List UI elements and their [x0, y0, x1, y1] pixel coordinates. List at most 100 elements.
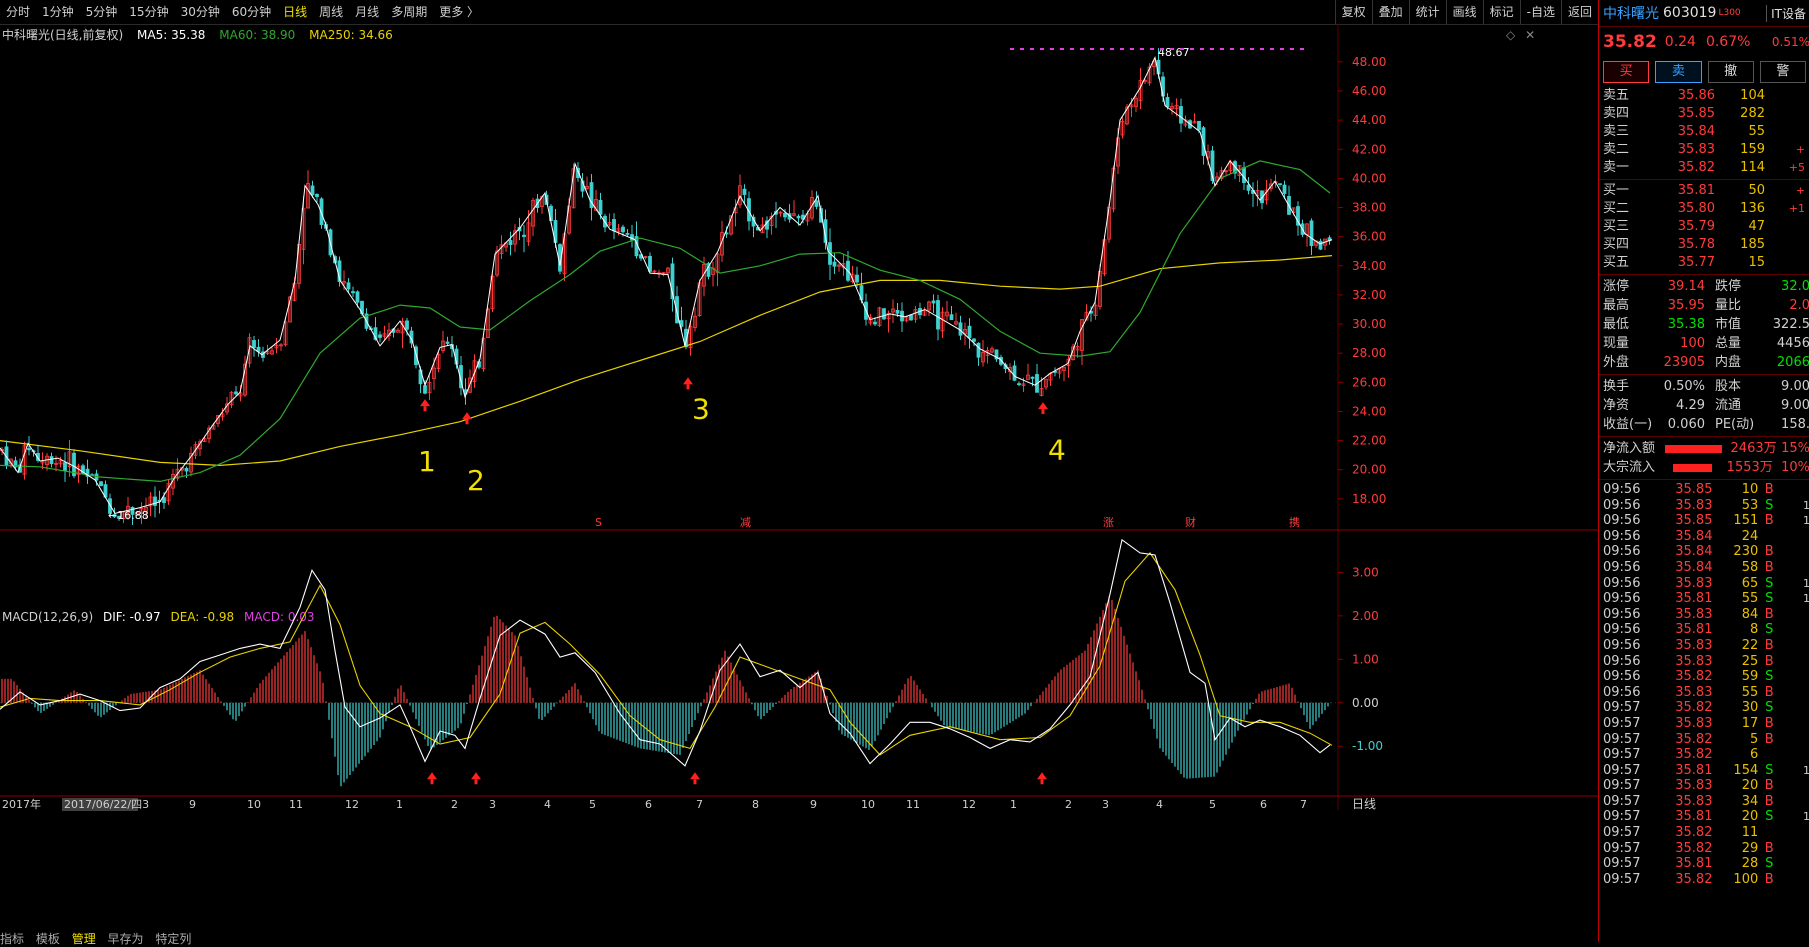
period-tab-weekly[interactable]: 周线	[319, 5, 344, 19]
tick-list[interactable]: 09:56 35.85 10 B 09:56 35.83 53 S 1 09:56 35.85 151…	[1599, 482, 1809, 887]
y-tick-label: 46.00	[1352, 84, 1386, 98]
tab-save-as[interactable]: 早存为	[107, 932, 144, 946]
tick-volume: 55	[1741, 591, 1759, 607]
y-tick-label: 38.00	[1352, 201, 1386, 215]
candle-body	[27, 448, 31, 451]
tick-count: 1	[1803, 592, 1809, 606]
dotted-marker	[1140, 48, 1144, 51]
tick-side: B	[1764, 559, 1774, 575]
period-tab-multi[interactable]: 多周期	[391, 5, 428, 19]
candle-body	[666, 267, 670, 274]
tab-template[interactable]: 模板	[35, 932, 60, 946]
tick-time: 09:57	[1603, 825, 1641, 841]
overlay-button[interactable]: 叠加	[1371, 0, 1409, 24]
tick-price: 35.81	[1675, 762, 1713, 778]
tab-indicator[interactable]: 指标	[0, 932, 25, 946]
period-tab-monthly[interactable]: 月线	[355, 5, 380, 19]
candle-body	[243, 363, 247, 396]
alert-button[interactable]: 警	[1759, 61, 1806, 83]
draw-line-button[interactable]: 画线	[1445, 0, 1483, 24]
tick-time: 09:56	[1603, 591, 1641, 607]
candle-body	[1192, 121, 1197, 124]
period-tab-daily[interactable]: 日线	[283, 5, 308, 19]
bid-row[interactable]: 买二 35.80 136 +1	[1599, 200, 1809, 218]
period-tab-60min[interactable]: 60分钟	[231, 5, 272, 19]
ask-row[interactable]: 卖三 35.84 55	[1599, 123, 1809, 141]
candle-body	[1179, 106, 1183, 124]
bid-row[interactable]: 买一 35.81 50 +	[1599, 182, 1809, 200]
tick-row: 09:57 35.83 17 B	[1599, 716, 1809, 732]
tick-row: 09:57 35.81 28 S	[1599, 856, 1809, 872]
kline-chart[interactable]: 48.0046.0044.0042.0040.0038.0036.0034.00…	[0, 0, 1598, 942]
period-tab-15min[interactable]: 15分钟	[129, 5, 169, 19]
up-arrow-icon	[683, 377, 693, 385]
ask-row[interactable]: 卖二 35.83 159 +	[1599, 141, 1809, 159]
period-tab-30min[interactable]: 30分钟	[180, 5, 220, 19]
period-tab-5min[interactable]: 5分钟	[85, 5, 118, 19]
period-tab-timeshare[interactable]: 分时	[6, 5, 31, 19]
period-tab-more[interactable]: 更多 〉	[439, 5, 480, 19]
candle-body	[252, 340, 256, 348]
stat-label: 量比	[1715, 298, 1742, 313]
tick-time: 09:57	[1603, 778, 1641, 794]
fq-button[interactable]: 复权	[1334, 0, 1372, 24]
ask-volume: 159	[1740, 142, 1765, 157]
bid-row[interactable]: 买三 35.79 47	[1599, 218, 1809, 236]
ask-row[interactable]: 卖五 35.86 104	[1599, 87, 1809, 105]
tick-price: 35.83	[1675, 684, 1713, 700]
buy-button[interactable]: 买	[1603, 61, 1650, 83]
candle-body	[891, 308, 895, 313]
candle-body	[1129, 104, 1134, 108]
mark-button[interactable]: 标记	[1482, 0, 1520, 24]
sector-button[interactable]: IT设备	[1766, 4, 1809, 22]
tick-count	[1780, 732, 1809, 748]
tick-price: 35.84	[1675, 544, 1713, 560]
tick-price: 35.81	[1675, 622, 1713, 638]
tick-count	[1780, 607, 1809, 623]
bid-level-label: 买一	[1603, 183, 1630, 198]
remove-watchlist-button[interactable]: -自选	[1519, 0, 1561, 24]
up-arrow-stem	[423, 406, 427, 412]
stock-name[interactable]: 中科曙光	[1603, 6, 1659, 22]
tick-time: 09:57	[1603, 762, 1641, 778]
y-tick-label: 42.00	[1352, 142, 1386, 156]
close-icon[interactable]: ✕	[1525, 28, 1536, 42]
bid-row[interactable]: 买四 35.78 185	[1599, 236, 1809, 254]
tick-side: S	[1765, 762, 1774, 778]
tab-custom-column[interactable]: 特定列	[155, 932, 192, 946]
tick-volume: 151	[1733, 513, 1759, 529]
extreme-price-label: ←16.88	[108, 509, 149, 522]
ask-price: 35.85	[1677, 106, 1715, 121]
tick-count: 1	[1803, 498, 1809, 512]
tick-side: S	[1765, 809, 1774, 825]
tick-side: B	[1764, 684, 1774, 700]
x-tick-label: 9	[810, 798, 817, 811]
diamond-icon[interactable]: ◇	[1506, 28, 1516, 42]
stats-button[interactable]: 统计	[1408, 0, 1446, 24]
tick-count	[1780, 747, 1809, 763]
bid-row[interactable]: 买五 35.77 15	[1599, 254, 1809, 272]
tick-time: 09:56	[1603, 653, 1641, 669]
candle-body	[783, 212, 787, 218]
tab-manage[interactable]: 管理	[71, 932, 96, 946]
candle-body	[598, 199, 603, 215]
candle-body	[873, 321, 877, 325]
candle-body	[1147, 66, 1152, 84]
candle-body	[643, 256, 648, 258]
ask-row[interactable]: 卖一 35.82 114 +5	[1599, 159, 1809, 177]
tick-volume: 58	[1741, 559, 1759, 575]
tick-volume: 154	[1733, 762, 1759, 778]
event-marker: 携	[1289, 515, 1300, 529]
back-button[interactable]: 返回	[1560, 0, 1598, 24]
ask-row[interactable]: 卖四 35.85 282	[1599, 105, 1809, 123]
stat-value: 23905	[1663, 355, 1705, 370]
tick-row: 09:56 35.83 65 S 1	[1599, 576, 1809, 592]
period-tab-1min[interactable]: 1分钟	[42, 5, 74, 19]
dotted-marker	[1120, 48, 1124, 51]
candle-body	[1125, 106, 1129, 125]
tick-side: S	[1765, 497, 1774, 513]
dotted-marker	[1020, 48, 1024, 51]
sell-button[interactable]: 卖	[1655, 61, 1702, 83]
cancel-order-button[interactable]: 撤	[1707, 61, 1754, 83]
stat-label: PE(动)	[1715, 417, 1755, 432]
